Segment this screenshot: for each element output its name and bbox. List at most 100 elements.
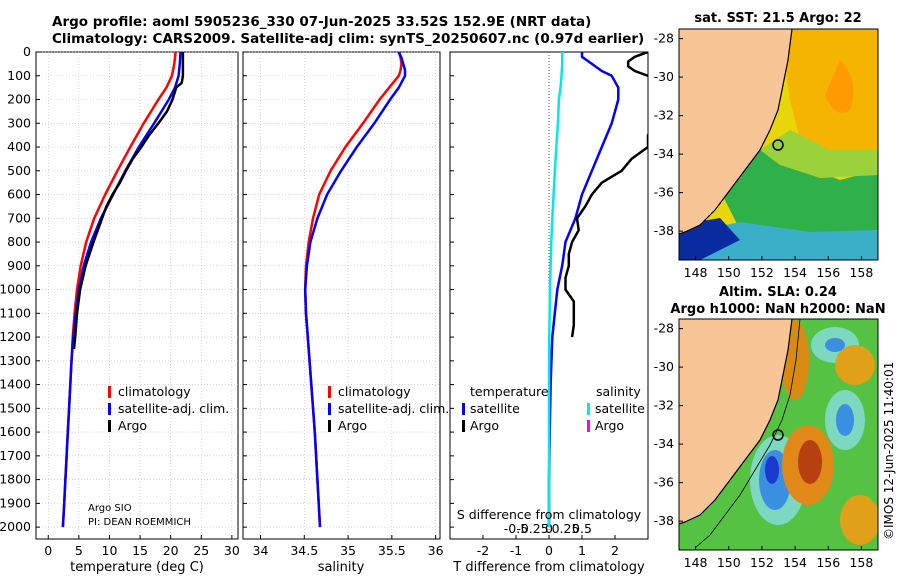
map-x-tick-label: 158 xyxy=(849,265,873,280)
map-x-tick-label: 152 xyxy=(750,265,774,280)
legend-swatch-satellite xyxy=(108,403,111,415)
sla-map-frame xyxy=(678,318,879,551)
map-y-tick-label: -30 xyxy=(654,69,674,84)
argo-position-marker xyxy=(772,139,784,151)
x-tick-label: 36 xyxy=(428,543,444,558)
y-tick-label: 800 xyxy=(7,234,31,249)
difference-lines xyxy=(547,52,648,528)
legend-label-argo: Argo xyxy=(118,418,147,433)
y-tick-label: 500 xyxy=(7,163,31,178)
y-tick-label: 200 xyxy=(7,92,31,107)
salinity-lines xyxy=(303,52,407,528)
map-x-tick-label: 158 xyxy=(849,555,873,570)
salinity-xlabel: salinity xyxy=(318,560,365,575)
map-y-tick-label: -30 xyxy=(654,359,674,374)
y-tick-label: 1800 xyxy=(0,472,31,487)
x-tick-label: 20 xyxy=(163,543,179,558)
map-x-tick-label: 154 xyxy=(783,555,807,570)
map-y-tick-label: -28 xyxy=(654,321,674,336)
map-x-tick-label: 152 xyxy=(750,555,774,570)
x-tick-label: -1 xyxy=(510,543,522,558)
map-y-tick-label: -32 xyxy=(654,108,674,123)
watermark: ©IMOS 12-Jun-2025 11:40:01 xyxy=(882,362,896,540)
legend-swatch-satellite-s xyxy=(587,403,590,415)
y-tick-label: 1100 xyxy=(0,305,31,320)
difference-top-label: S difference from climatology xyxy=(457,507,642,522)
temperature-lines xyxy=(61,52,185,528)
salinity-panel: 34 34.5 35 35.5 36 salinity climatology sate… xyxy=(242,51,449,575)
y-tick-label: 1500 xyxy=(0,400,31,415)
salinity-frame xyxy=(242,51,441,540)
sst-land xyxy=(679,29,792,234)
y-tick-label: 1600 xyxy=(0,424,31,439)
title-line-1: Argo profile: aoml 5905236_330 07-Jun-20… xyxy=(52,14,592,30)
legend-label-climatology: climatology xyxy=(118,384,191,399)
map-x-tick-label: 156 xyxy=(816,555,840,570)
map-x-tick-label: 148 xyxy=(684,555,708,570)
y-tick-label: 100 xyxy=(7,68,31,83)
x-tick-label: 34 xyxy=(253,543,269,558)
sst-light-green xyxy=(760,130,878,178)
legend-label-satellite-t: satellite xyxy=(470,401,520,416)
y-tick-label: 1700 xyxy=(0,448,31,463)
legend-label-climatology: climatology xyxy=(338,384,411,399)
x-tick-label: 35 xyxy=(340,543,356,558)
map-y-tick-label: -28 xyxy=(654,31,674,46)
difference-legend: temperature salinity satellite Argo sate… xyxy=(462,384,645,433)
sla-high-3 xyxy=(840,495,878,545)
series-line-satellite-adj-clim- xyxy=(303,52,407,528)
y-tick-label: 900 xyxy=(7,258,31,273)
sla-map-title-1: Altim. SLA: 0.24 xyxy=(719,285,837,300)
y-tick-label: 400 xyxy=(7,139,31,154)
sla-isobath xyxy=(694,319,801,549)
sla-high-2-core xyxy=(798,440,822,484)
map-x-tick-label: 150 xyxy=(717,265,741,280)
x-tick-label: -2 xyxy=(477,543,489,558)
y-tick-label: 1900 xyxy=(0,495,31,510)
legend-swatch-argo xyxy=(328,420,331,432)
temperature-ticks: 0100200300400500600700800900100011001200… xyxy=(0,44,240,558)
title-line-2: Climatology: CARS2009. Satellite-adj cli… xyxy=(52,31,645,47)
map-x-tick-label: 154 xyxy=(783,265,807,280)
series-line-satellite-s xyxy=(547,52,564,528)
legend-header-temperature: temperature xyxy=(470,384,549,399)
s-tick-label: 0 xyxy=(545,521,553,536)
legend-swatch-satellite-t xyxy=(462,403,465,415)
s-tick-label: 0.5 xyxy=(572,521,592,536)
legend-label-argo-s: Argo xyxy=(595,418,624,433)
sla-low-3-deep xyxy=(765,456,779,484)
x-tick-label: 0 xyxy=(545,543,553,558)
difference-xlabel: T difference from climatology xyxy=(452,560,645,575)
y-tick-label: 1200 xyxy=(0,329,31,344)
x-tick-label: 30 xyxy=(224,543,240,558)
map-y-tick-label: -38 xyxy=(654,513,674,528)
sla-low-2-core xyxy=(836,404,854,436)
sla-low-1-core xyxy=(825,338,845,352)
map-y-tick-label: -38 xyxy=(654,223,674,238)
s-tick-label: -0.25 xyxy=(516,521,548,536)
map-y-tick-label: -36 xyxy=(654,475,674,490)
salinity-legend: climatology satellite-adj. clim. Argo xyxy=(328,384,449,433)
y-tick-label: 0 xyxy=(23,44,31,59)
y-tick-label: 700 xyxy=(7,210,31,225)
legend-swatch-satellite xyxy=(328,403,331,415)
sst-coastline xyxy=(679,29,793,235)
temperature-xlabel: temperature (deg C) xyxy=(70,560,204,575)
series-line-satellite-t xyxy=(547,52,620,528)
legend-label-argo-t: Argo xyxy=(470,418,499,433)
credit-pi: PI: DEAN ROEMMICH xyxy=(88,517,191,528)
legend-label-argo: Argo xyxy=(338,418,367,433)
legend-label-satellite-s: satellite xyxy=(595,401,645,416)
map-y-tick-label: -34 xyxy=(654,436,674,451)
sst-map: sat. SST: 21.5 Argo: 22 148 150 152 154 156 1… xyxy=(654,11,879,280)
series-line-argo-t xyxy=(564,52,648,338)
legend-label-satellite: satellite-adj. clim. xyxy=(118,401,229,416)
sst-map-field xyxy=(679,29,878,260)
sst-deep-blue xyxy=(679,218,740,260)
y-tick-label: 1300 xyxy=(0,353,31,368)
argo-position-marker xyxy=(772,429,784,441)
sla-map-title-2: Argo h1000: NaN h2000: NaN xyxy=(670,302,885,317)
series-line-satellite-adj-clim- xyxy=(61,52,182,528)
x-tick-label: 25 xyxy=(193,543,209,558)
